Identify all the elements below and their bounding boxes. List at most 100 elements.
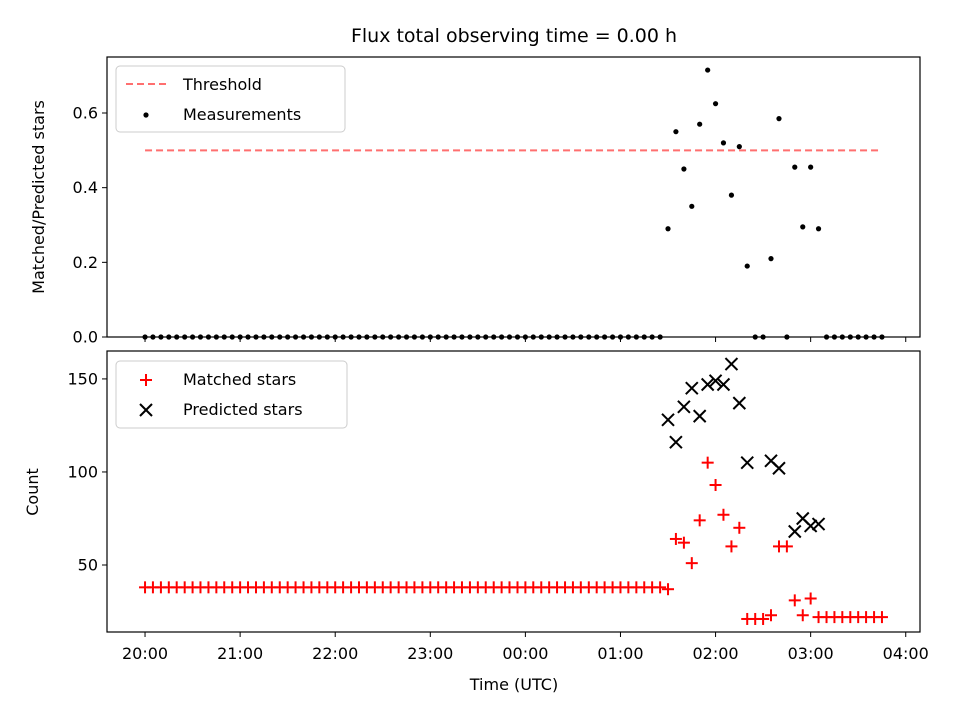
x-tick-label: 21:00 (217, 644, 263, 663)
measurement-point (197, 334, 204, 340)
top-panel: 0.0 0.2 0.4 0.6 Matched/Predicted stars Thr… (29, 56, 921, 347)
chart-title: Flux total observing time = 0.00 h (351, 25, 677, 47)
top-y-tick-label: 0.6 (73, 104, 98, 123)
matched-star-point (701, 456, 714, 469)
matched-star-point (669, 532, 682, 545)
measurement-point (752, 334, 758, 340)
measurement-point (522, 334, 528, 340)
measurement-point (491, 334, 497, 340)
measurement-point (617, 334, 624, 340)
measurement-point (261, 334, 267, 340)
measurement-point (800, 224, 806, 230)
x-tick-label: 03:00 (788, 644, 834, 663)
measurement-point (673, 129, 679, 135)
measurement-point (784, 334, 790, 340)
measurement-point (419, 334, 426, 340)
measurement-point (213, 334, 219, 340)
top-panel-frame (106, 56, 921, 338)
measurement-point (594, 334, 600, 340)
predicted-star-point (732, 396, 747, 410)
measurement-point (403, 334, 410, 340)
top-y-tick-label: 0.2 (73, 253, 98, 272)
x-axis-label: Time (UTC) (469, 675, 558, 694)
measurement-point (380, 334, 386, 340)
top-panel-ticks: 0.0 0.2 0.4 0.6 (73, 104, 907, 347)
measurement-point (348, 334, 354, 340)
predicted-star-point-b (716, 377, 731, 392)
measurement-point (499, 334, 505, 340)
measurement-point (229, 334, 235, 340)
measurement-point (459, 334, 465, 340)
measurement-point (792, 164, 798, 170)
measurement-point (879, 334, 885, 340)
predicted-star-point-b (677, 400, 691, 414)
predicted-star-point (661, 413, 675, 427)
matched-star-point (796, 609, 809, 622)
measurement-point (863, 334, 869, 340)
measurement-point (285, 334, 291, 340)
threshold-legend-label: Threshold (182, 75, 262, 94)
top-legend: Threshold Measurements (115, 65, 346, 133)
matched-star-point (693, 514, 706, 527)
matched-star-point (654, 581, 667, 594)
matched-star-point (685, 557, 698, 570)
bottom-y-axis-label: Count (23, 468, 42, 516)
measurement-point (308, 334, 315, 340)
measurement-point (411, 334, 418, 340)
predicted-star-point (724, 357, 739, 371)
measurement-point (269, 334, 275, 340)
measurement-point (633, 334, 639, 340)
bottom-panel-frame (106, 350, 921, 633)
measurement-point (823, 334, 830, 340)
predicted-star-point (772, 461, 786, 475)
predicted-star-point-b (724, 357, 739, 371)
measurement-point (681, 166, 687, 172)
matched-star-point (677, 536, 690, 549)
predicted-star-point (692, 409, 707, 423)
measurement-point (435, 334, 441, 340)
measurement-point (625, 334, 631, 340)
predicted-star-point-b (740, 455, 754, 470)
predicted-stars-legend-marker (139, 403, 153, 417)
matched-star-point (804, 592, 817, 605)
top-y-axis-label: Matched/Predicted stars (29, 100, 48, 294)
measurement-point (586, 334, 592, 340)
predicted-star-point (788, 524, 802, 539)
measurement-point (649, 334, 655, 340)
measurement-point (839, 334, 845, 340)
matched-star-point (764, 609, 777, 622)
top-y-tick-label: 0.4 (73, 178, 98, 197)
measurement-point (847, 334, 853, 340)
measurement-point (483, 334, 489, 340)
measurement-point (562, 334, 568, 340)
x-tick-label: 04:00 (883, 644, 929, 663)
measurement-point (808, 164, 814, 170)
x-tick-label: 22:00 (312, 644, 358, 663)
x-tick-label: 00:00 (502, 644, 548, 663)
predicted-stars-legend-label: Predicted stars (183, 400, 303, 419)
measurement-point (324, 334, 330, 340)
count-series-layer (139, 357, 888, 625)
predicted-star-point-b (692, 409, 707, 423)
matched-star-point (662, 583, 675, 596)
predicted-star-point-b (811, 517, 826, 531)
measurement-point (292, 334, 299, 340)
measurement-point (332, 334, 338, 340)
measurement-point (760, 334, 766, 340)
measurement-point (657, 334, 663, 340)
measurement-point (182, 334, 188, 340)
measurement-point (316, 334, 322, 340)
bottom-y-tick-label: 100 (67, 462, 98, 481)
x-tick-label: 01:00 (597, 644, 643, 663)
predicted-star-point-b (685, 381, 699, 395)
predicted-star-point-b (796, 511, 810, 526)
predicted-star-point (716, 377, 731, 392)
measurement-point (641, 334, 647, 340)
matched-stars-legend-label: Matched stars (183, 370, 296, 389)
x-tick-label: 23:00 (407, 644, 453, 663)
measurement-point (776, 116, 782, 122)
measurement-point (356, 334, 362, 340)
predicted-star-point (669, 435, 683, 449)
bottom-panel-ticks: 50 100 150 20:00 21:00 22:00 23:00 00:00 01:00 02… (67, 369, 928, 663)
measurement-point (768, 256, 774, 262)
